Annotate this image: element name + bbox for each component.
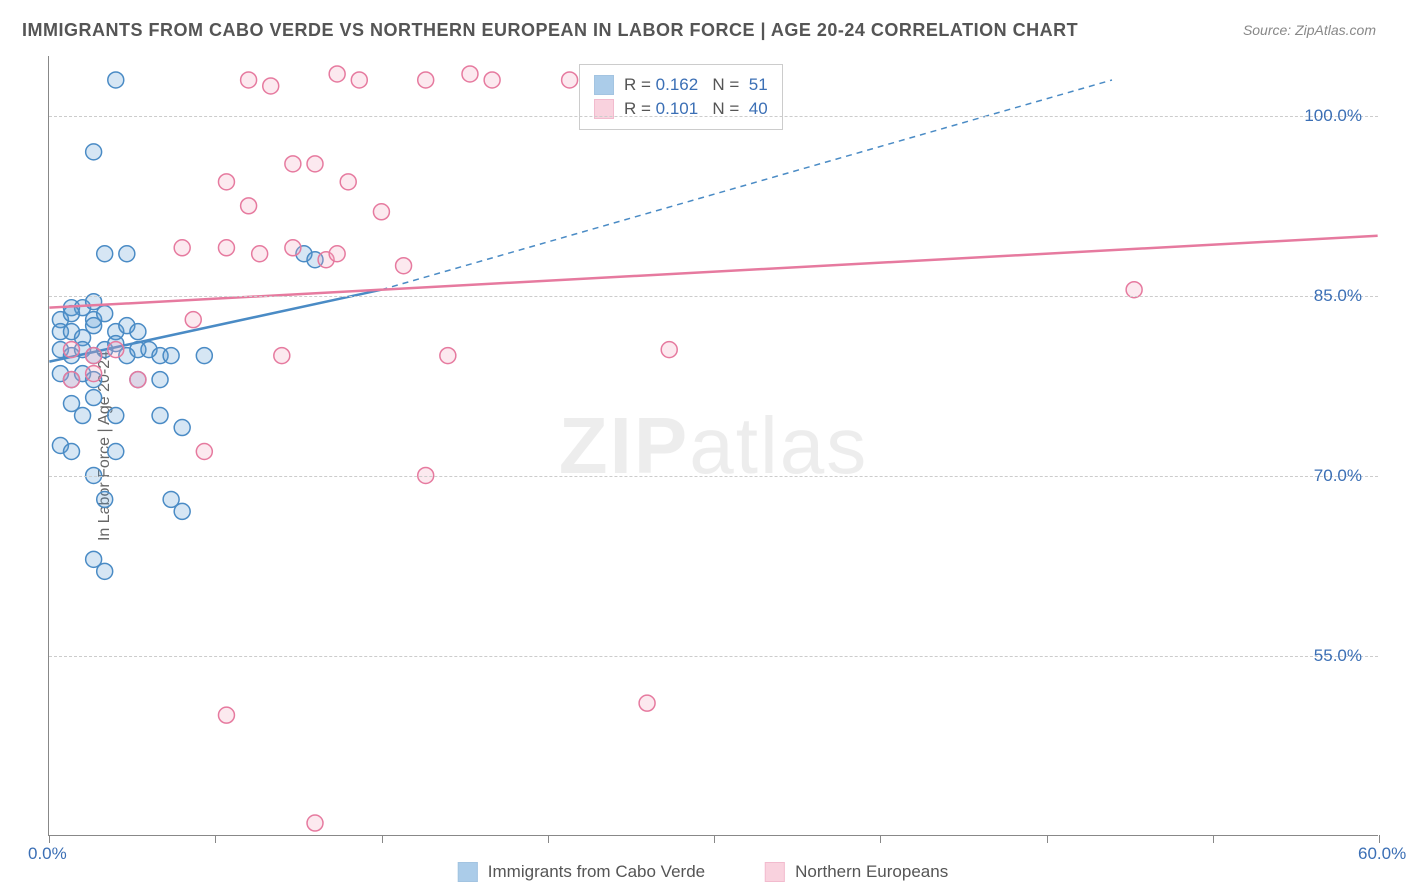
xtick (382, 835, 383, 843)
legend-swatch (458, 862, 478, 882)
xtick (714, 835, 715, 843)
xtick (215, 835, 216, 843)
stats-legend-text: R = 0.162 N = 51 (624, 75, 768, 95)
xtick (1379, 835, 1380, 843)
watermark: ZIPatlas (559, 400, 868, 492)
gridline-h (49, 116, 1378, 117)
ytick-label: 85.0% (1314, 286, 1362, 306)
chart-svg (49, 56, 1378, 835)
gridline-h (49, 476, 1378, 477)
stats-legend-row: R = 0.162 N = 51 (594, 73, 768, 97)
xtick (880, 835, 881, 843)
xtick-label: 60.0% (1358, 844, 1406, 864)
series-legend-item: Immigrants from Cabo Verde (458, 862, 705, 882)
gridline-h (49, 296, 1378, 297)
stats-legend: R = 0.162 N = 51R = 0.101 N = 40 (579, 64, 783, 130)
series-legend: Immigrants from Cabo Verde Northern Europ… (458, 862, 948, 882)
ytick-label: 100.0% (1304, 106, 1362, 126)
legend-swatch (594, 75, 614, 95)
series-legend-label: Immigrants from Cabo Verde (488, 862, 705, 882)
xtick (49, 835, 50, 843)
chart-title: IMMIGRANTS FROM CABO VERDE VS NORTHERN E… (22, 20, 1078, 41)
chart-plot-area: ZIPatlas R = 0.162 N = 51R = 0.101 N = 4… (48, 56, 1378, 836)
stats-legend-row: R = 0.101 N = 40 (594, 97, 768, 121)
series-legend-item: Northern Europeans (765, 862, 948, 882)
source-label: Source: ZipAtlas.com (1243, 22, 1376, 38)
legend-swatch (765, 862, 785, 882)
xtick (1047, 835, 1048, 843)
gridline-h (49, 656, 1378, 657)
xtick (1213, 835, 1214, 843)
series-legend-label: Northern Europeans (795, 862, 948, 882)
ytick-label: 70.0% (1314, 466, 1362, 486)
xtick-label: 0.0% (28, 844, 67, 864)
xtick (548, 835, 549, 843)
ytick-label: 55.0% (1314, 646, 1362, 666)
